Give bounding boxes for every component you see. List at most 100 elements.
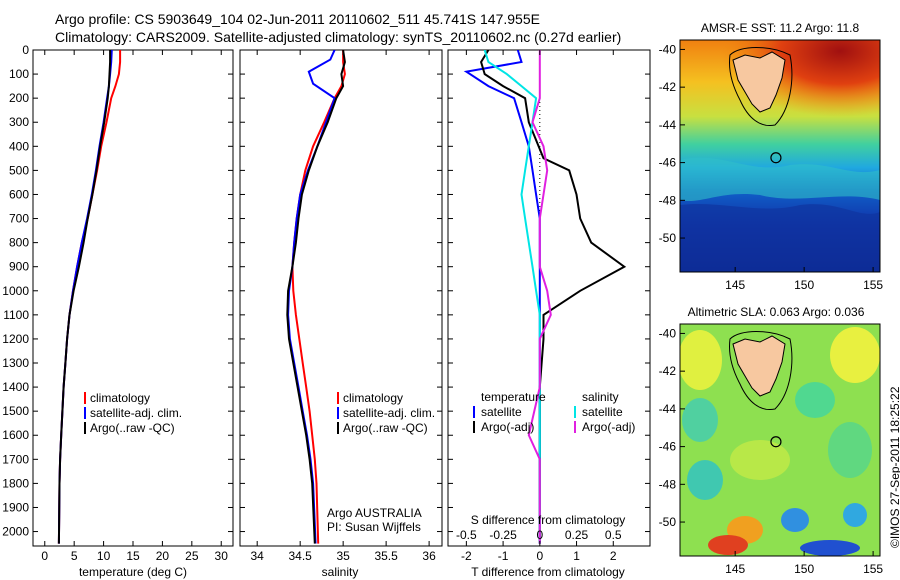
difference-series-group (463, 50, 627, 544)
x-tick-label: 30 (215, 549, 229, 563)
y-tick-label: 600 (9, 187, 29, 201)
map-x-tick-label: 145 (725, 278, 745, 292)
x-tick-label: 25 (185, 549, 199, 563)
map-y-tick-label: -40 (659, 326, 677, 340)
sla-patch (830, 327, 880, 383)
x-tick-label: 20 (156, 549, 170, 563)
map-y-tick-label: -50 (659, 231, 677, 245)
sst-map-frame (679, 39, 881, 273)
y-tick-label: 400 (9, 139, 29, 153)
map-y-tick-label: -46 (659, 156, 677, 170)
difference-xlabel: T difference from climatology (471, 565, 625, 579)
x-tick-label: 5 (71, 549, 78, 563)
x-tick-label: 2 (610, 549, 617, 563)
y-tick-label: 0 (22, 43, 29, 57)
x-tick-label: 35 (336, 549, 350, 563)
y-tick-label: 1800 (2, 476, 29, 490)
salinity-diff-tick-label: -0.25 (489, 528, 517, 542)
legend-sal-satellite-label: satellite (582, 405, 623, 419)
sla-patch (781, 508, 809, 532)
sla-patch (687, 460, 723, 500)
y-tick-label: 700 (9, 212, 29, 226)
map-y-tick-label: -48 (659, 193, 677, 207)
sla-patch (730, 440, 790, 480)
x-tick-label: 10 (97, 549, 111, 563)
series-line (483, 50, 541, 544)
y-tick-label: 1200 (2, 332, 29, 346)
pi-annotation: PI: Susan Wijffels (327, 520, 421, 534)
sst-map-title: AMSR-E SST: 11.2 Argo: 11.8 (701, 21, 860, 35)
profile-title: Argo profile: CS 5903649_104 02-Jun-2011… (55, 11, 540, 27)
sst-cold-region (680, 203, 880, 272)
map-x-tick-label: 150 (794, 278, 814, 292)
legend-climatology-label: climatology (90, 391, 150, 405)
y-tick-label: 200 (9, 91, 29, 105)
sla-patch (682, 398, 718, 442)
y-tick-label: 300 (9, 115, 29, 129)
sla-map-ticks: 145 150 155 -40 -42 -44 -46 -48 -50 (659, 326, 884, 576)
salinity-diff-tick-label: 0.5 (605, 528, 622, 542)
x-tick-label: 34 (251, 549, 265, 563)
x-tick-label: -2 (461, 549, 472, 563)
sla-patch (708, 535, 748, 555)
legend-salinity-header: salinity (582, 390, 619, 404)
x-tick-label: 0 (536, 549, 543, 563)
sla-map-frame (679, 323, 881, 557)
difference-top-xlabel: S difference from climatology (471, 513, 626, 527)
salinity-series-group (286, 50, 346, 544)
salinity-legend: climatology satellite-adj. clim. Argo(..… (337, 391, 435, 435)
salinity-diff-tick-label: 0.25 (565, 528, 589, 542)
legend-satellite-label: satellite-adj. clim. (343, 406, 435, 420)
y-tick-label: 1700 (2, 452, 29, 466)
temperature-panel-frame (32, 49, 234, 547)
y-tick-label: 1900 (2, 500, 29, 514)
legend-temp-satellite-label: satellite (481, 405, 522, 419)
map-x-tick-label: 150 (794, 562, 814, 576)
y-tick-label: 500 (9, 163, 29, 177)
map-y-tick-label: -40 (659, 42, 677, 56)
legend-argo-label: Argo(..raw -QC) (90, 421, 175, 435)
climatology-title: Climatology: CARS2009. Satellite-adjuste… (55, 29, 622, 45)
sla-patch (800, 540, 860, 556)
salinity-diff-tick-label: -0.5 (456, 528, 477, 542)
tasmania-land (732, 335, 786, 397)
map-x-tick-label: 155 (863, 278, 883, 292)
y-tick-label: 900 (9, 260, 29, 274)
y-tick-label: 1600 (2, 428, 29, 442)
temperature-xlabel: temperature (deg C) (79, 565, 187, 579)
series-line (527, 50, 552, 544)
map-x-tick-label: 155 (863, 562, 883, 576)
sla-map (680, 324, 880, 556)
map-y-tick-label: -50 (659, 515, 677, 529)
sla-patch (843, 503, 867, 527)
axis-ticks-group: 0 5 10 15 20 25 300100200300400500600700800900… (2, 43, 650, 563)
x-tick-label: 0 (41, 549, 48, 563)
y-tick-label: 1400 (2, 380, 29, 394)
sla-patch (828, 422, 872, 478)
legend-argo-label: Argo(..raw -QC) (343, 421, 428, 435)
sst-front-band (680, 157, 880, 202)
shelf-contour (729, 331, 793, 411)
map-x-tick-label: 145 (725, 562, 745, 576)
series-line (57, 50, 112, 544)
map-y-tick-label: -42 (659, 364, 677, 378)
argo-country-annotation: Argo AUSTRALIA (327, 506, 422, 520)
map-y-tick-label: -46 (659, 440, 677, 454)
y-tick-label: 1500 (2, 404, 29, 418)
sst-map-ticks: 145 150 155 -40 -42 -44 -46 -48 -50 (659, 42, 884, 292)
map-y-tick-label: -44 (659, 402, 677, 416)
shelf-contour (729, 47, 793, 127)
temperature-series-group (57, 50, 122, 544)
legend-temperature-header: temperature (481, 390, 546, 404)
x-tick-label: -1 (498, 549, 509, 563)
salinity-xlabel: salinity (322, 565, 359, 579)
y-tick-label: 2000 (2, 525, 29, 539)
x-tick-label: 1 (573, 549, 580, 563)
x-tick-label: 34.5 (288, 549, 312, 563)
map-y-tick-label: -42 (659, 80, 677, 94)
sla-patch (680, 330, 722, 390)
y-tick-label: 100 (9, 67, 29, 81)
argo-float-marker (770, 436, 782, 448)
y-tick-label: 1100 (3, 308, 29, 322)
